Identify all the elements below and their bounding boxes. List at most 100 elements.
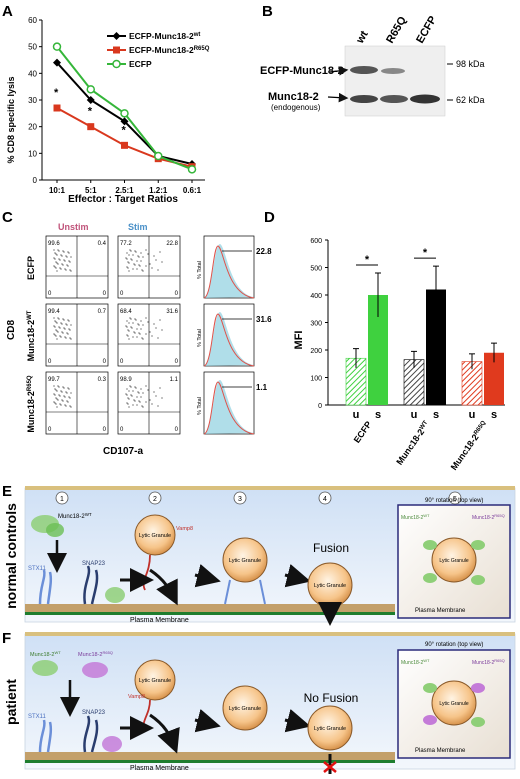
- dot: [64, 260, 66, 262]
- munc-wt-label-f: Munc18-2WT: [30, 650, 61, 658]
- dot: [60, 404, 62, 406]
- dot: [136, 404, 138, 406]
- dot: [129, 317, 131, 319]
- c-row-label: Munc18-2R65Q: [26, 375, 36, 433]
- a-ytick-label: 20: [28, 123, 37, 132]
- dot: [70, 324, 72, 326]
- dot: [53, 401, 55, 403]
- dot: [54, 326, 56, 328]
- dot: [153, 255, 155, 257]
- dot: [70, 406, 72, 408]
- dot: [68, 396, 70, 398]
- dot: [65, 337, 67, 339]
- histogram-stim: [204, 244, 254, 298]
- panel-c-xlabel: CD107-a: [103, 446, 143, 457]
- quadrant-value: 0: [175, 359, 179, 365]
- munc18-protein-e: [31, 515, 64, 537]
- dot: [69, 269, 71, 271]
- dot: [68, 252, 70, 254]
- dot: [69, 405, 71, 407]
- legend-ecfp: ECFP: [129, 59, 152, 69]
- quadrant-value: 0.3: [98, 377, 107, 383]
- dot: [57, 331, 59, 333]
- panel-label-f: F: [2, 630, 11, 647]
- dot: [55, 253, 57, 255]
- quadrant-value: 99.7: [48, 377, 60, 383]
- dot: [54, 394, 56, 396]
- dot: [139, 265, 141, 267]
- inset-label-a-e: Munc18-2WT: [401, 513, 430, 521]
- dot: [132, 254, 134, 256]
- dot: [54, 252, 56, 254]
- inset-label-b-f: Munc18-2R65Q: [472, 658, 505, 666]
- dot: [134, 264, 136, 266]
- dot: [145, 401, 147, 403]
- a-ytick-label: 40: [28, 69, 37, 78]
- top-view-inset-f: [397, 649, 511, 759]
- dot: [142, 270, 144, 272]
- dot: [56, 262, 58, 264]
- dot: [151, 403, 153, 405]
- lane-r65q: R65Q: [384, 14, 409, 45]
- dot: [56, 254, 58, 256]
- band-label-endo: Munc18-2: [268, 91, 319, 103]
- quadrant-value: 0: [175, 427, 179, 433]
- stx11-label-f: STX11: [28, 714, 47, 720]
- a-xtick-label: 10:1: [49, 186, 66, 195]
- bar-stim: [368, 295, 388, 405]
- vamp8-label-e: Vamp8: [176, 526, 193, 532]
- dot: [70, 256, 72, 258]
- dot: [130, 250, 132, 252]
- fusion-label: Fusion: [313, 541, 349, 555]
- dot: [129, 385, 131, 387]
- svg-text:5: 5: [453, 496, 457, 503]
- dot: [149, 331, 151, 333]
- dot: [65, 391, 67, 393]
- histogram-stim: [204, 312, 254, 366]
- dot: [135, 251, 137, 253]
- dot: [147, 321, 149, 323]
- dot: [64, 396, 66, 398]
- dot: [57, 317, 59, 319]
- dot: [127, 397, 129, 399]
- a-significance: *: [122, 124, 127, 136]
- dot: [62, 318, 64, 320]
- a-point: [187, 165, 197, 174]
- dot: [69, 329, 71, 331]
- dot: [59, 403, 61, 405]
- dot: [53, 325, 55, 327]
- dot: [137, 391, 139, 393]
- no-fusion-label: No Fusion: [304, 691, 359, 705]
- lytic-granule-f2: [134, 659, 176, 701]
- panel-label-d: D: [264, 209, 275, 226]
- dot: [130, 258, 132, 260]
- dot: [134, 386, 136, 388]
- dot: [67, 319, 69, 321]
- panel-label-b: B: [262, 3, 273, 20]
- snap23-label-f: SNAP23: [82, 710, 106, 716]
- a-point: [154, 151, 163, 161]
- dot: [155, 327, 157, 329]
- c-row-label: Munc18-2WT: [26, 310, 36, 361]
- dot: [59, 335, 61, 337]
- gate-value: 31.6: [256, 315, 272, 324]
- dot: [134, 400, 136, 402]
- dot: [59, 327, 61, 329]
- dot: [140, 328, 142, 330]
- dot: [142, 338, 144, 340]
- rotation-label-f: 90° rotation (top view): [425, 642, 483, 648]
- dot: [59, 259, 61, 261]
- panel-e-side-label: normal controls: [3, 503, 19, 609]
- dot: [70, 392, 72, 394]
- c-row-label: ECFP: [26, 256, 36, 280]
- dot: [67, 401, 69, 403]
- marker-98: 98 kDa: [456, 59, 485, 69]
- dot: [139, 401, 141, 403]
- lytic-granule-f4: [307, 705, 353, 751]
- u-label: u: [353, 409, 360, 421]
- dot: [157, 269, 159, 271]
- dot: [55, 403, 57, 405]
- panel-c-flow-cytometry: Unstim Stim CD8 CD107-a ECFP 99.6 0.4 0 0 77.…: [6, 222, 272, 457]
- dot: [132, 268, 134, 270]
- dot: [153, 323, 155, 325]
